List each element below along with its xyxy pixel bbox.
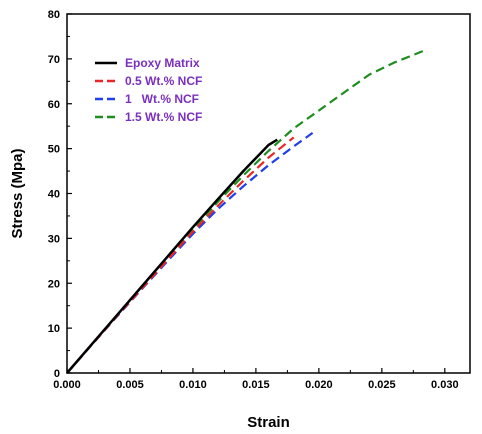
x-tick-label: 0.000 — [53, 379, 81, 391]
y-tick-label: 40 — [48, 189, 60, 201]
y-tick-label: 70 — [48, 54, 60, 66]
series-line-3 — [66, 48, 427, 374]
legend-label: 1.5 Wt.% NCF — [125, 110, 202, 124]
x-tick-label: 0.020 — [305, 379, 333, 391]
y-tick-label: 60 — [48, 99, 60, 111]
series-line-1 — [66, 136, 295, 374]
series-line-2 — [66, 132, 314, 374]
y-tick-label: 30 — [48, 233, 60, 245]
y-tick-label: 0 — [54, 368, 60, 380]
y-tick-label: 10 — [48, 323, 60, 335]
x-tick-label: 0.030 — [431, 379, 459, 391]
plot-lines — [66, 48, 427, 374]
legend-label: 1 Wt.% NCF — [125, 92, 199, 106]
y-tick-label: 50 — [48, 144, 60, 156]
y-tick-label: 80 — [48, 9, 60, 21]
axis-ticks: 0.000 0.005 0.010 0.015 0.020 0.025 0.030 0 10 20… — [48, 9, 459, 391]
legend-label: 0.5 Wt.% NCF — [125, 74, 202, 88]
y-tick-label: 20 — [48, 278, 60, 290]
legend-label: Epoxy Matrix — [125, 56, 200, 70]
legend: Epoxy Matrix 0.5 Wt.% NCF 1 Wt.% NCF 1.5 Wt… — [95, 56, 202, 124]
x-tick-label: 0.005 — [116, 379, 144, 391]
y-axis-title: Stress (Mpa) — [9, 148, 26, 238]
x-tick-label: 0.010 — [179, 379, 207, 391]
series-line-0 — [66, 138, 278, 374]
x-tick-label: 0.025 — [368, 379, 396, 391]
x-axis-title: Strain — [247, 414, 290, 431]
x-tick-label: 0.015 — [242, 379, 270, 391]
